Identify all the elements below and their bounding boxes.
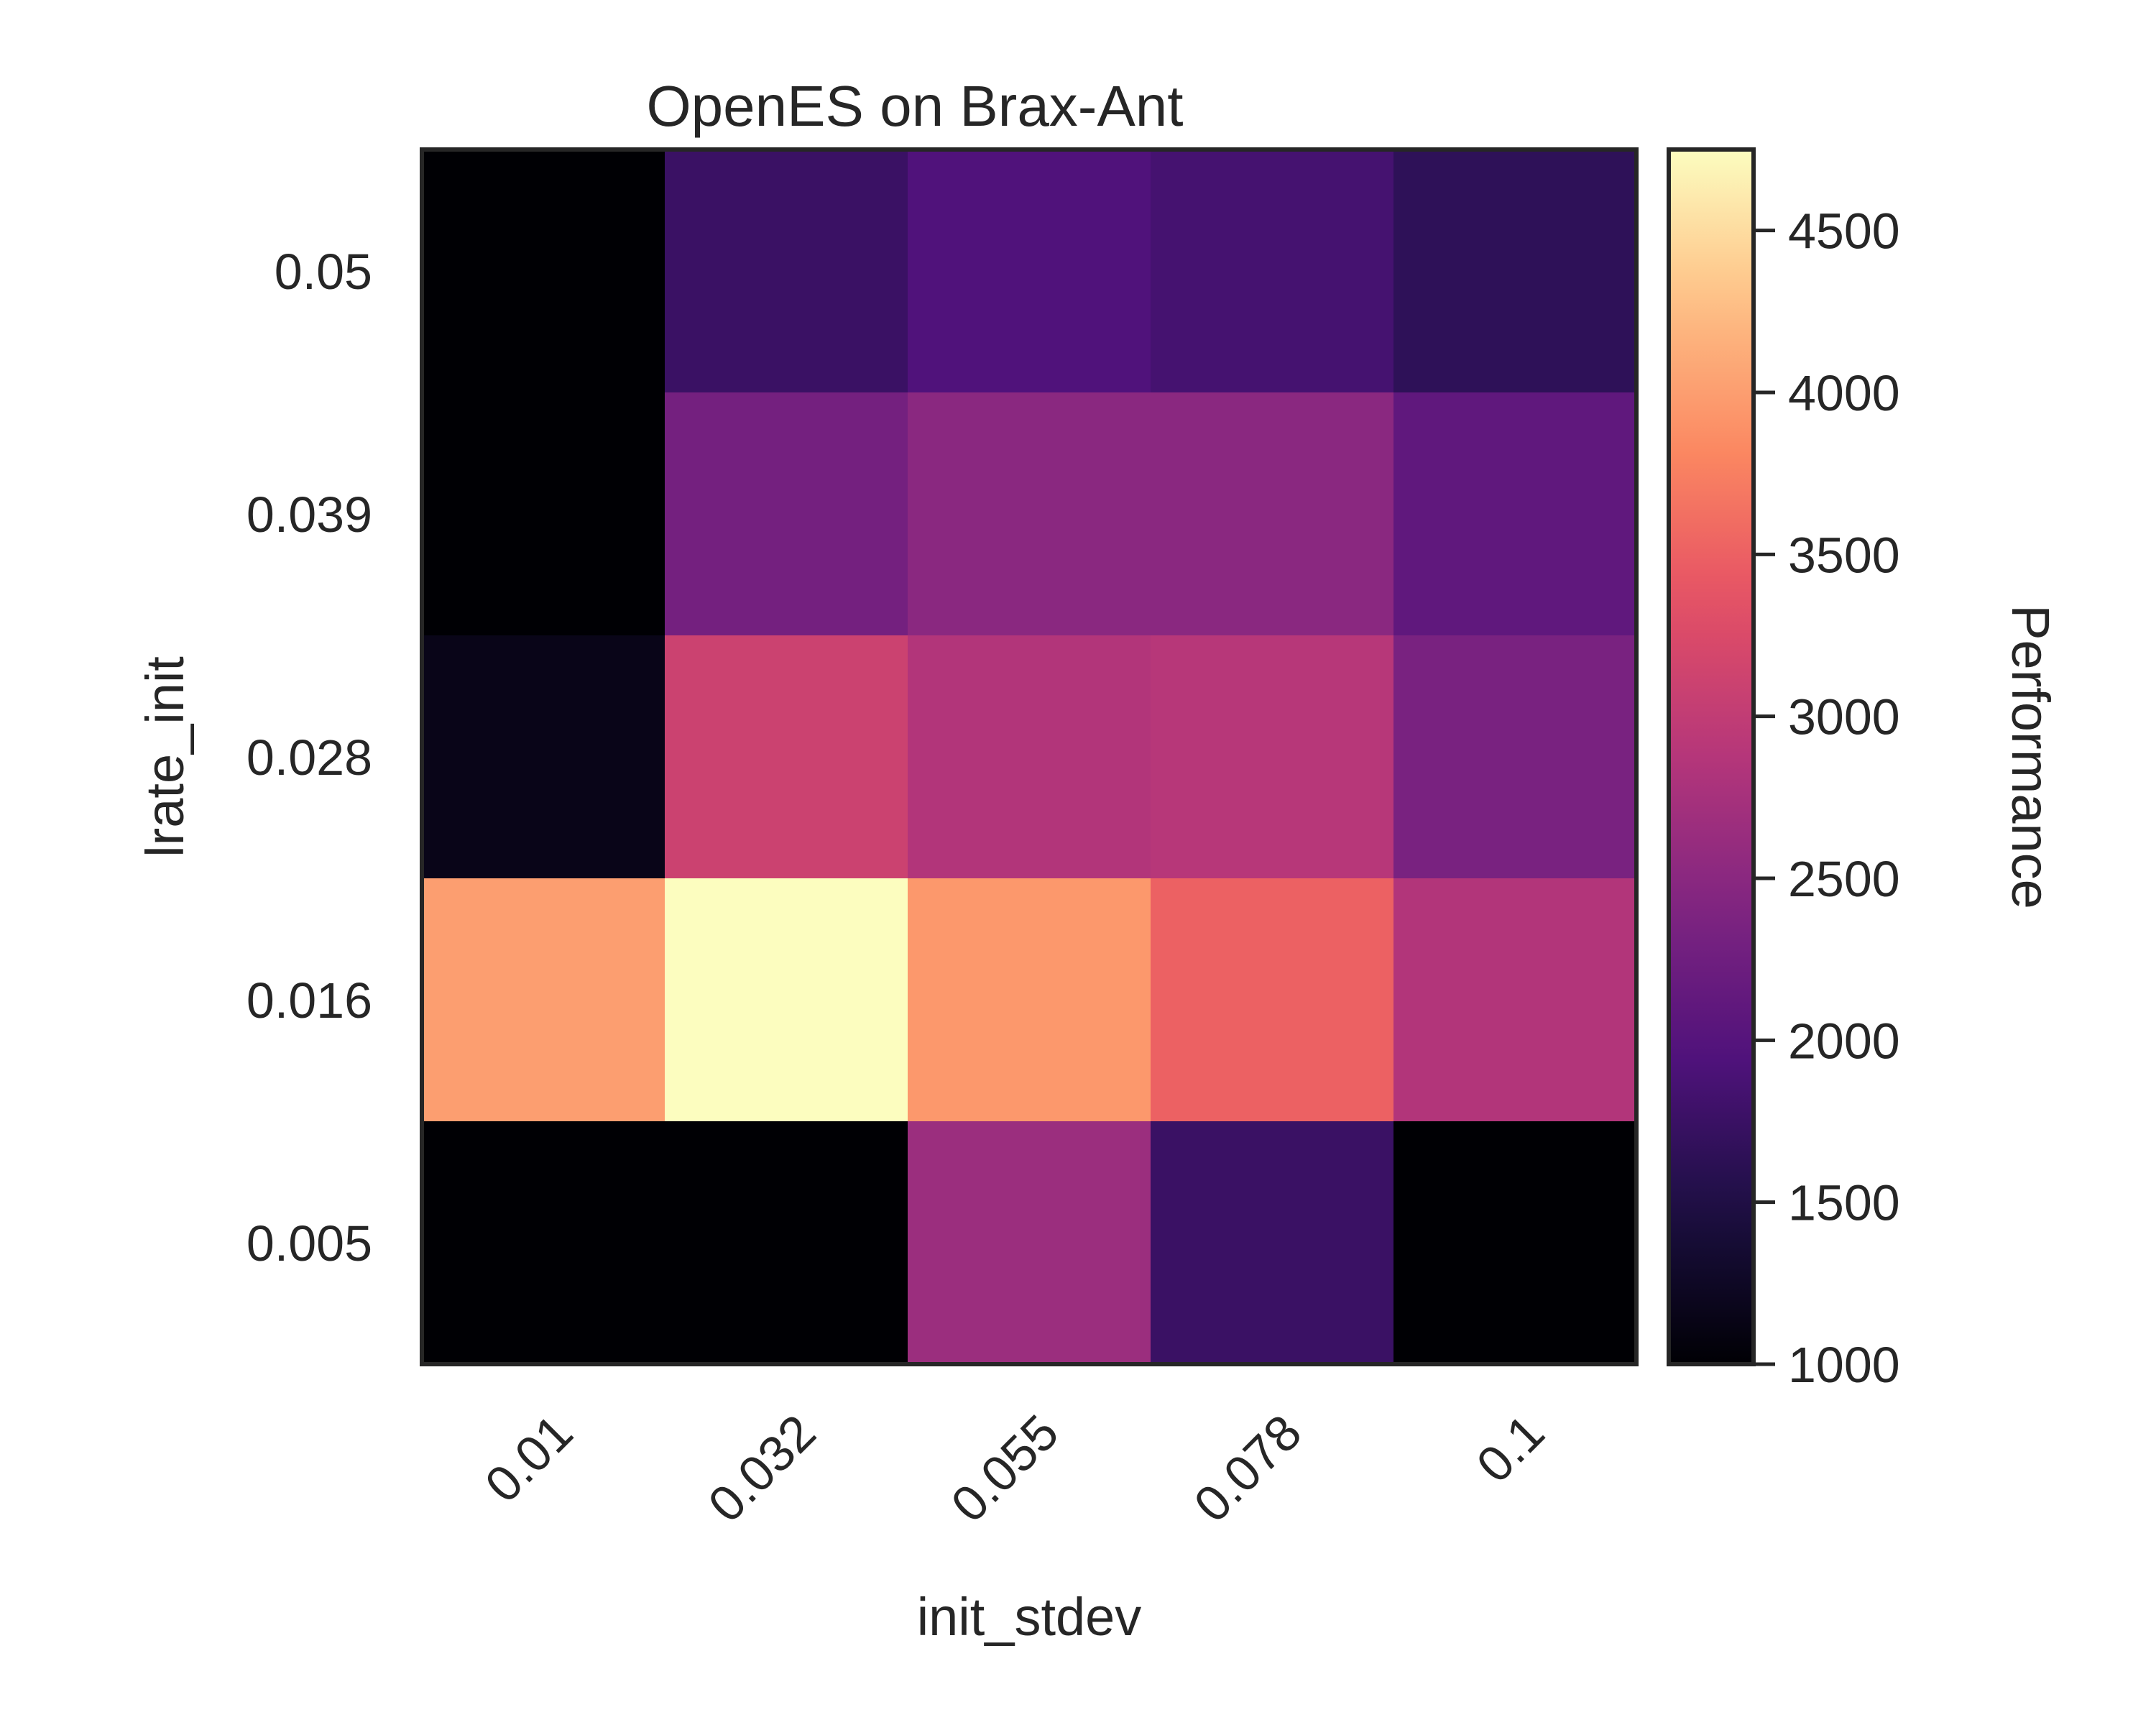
colorbar-tick-label: 4000: [1788, 365, 1900, 421]
heatmap-cell: [422, 150, 665, 393]
y-tick-label: 0.005: [247, 1215, 372, 1271]
x-tick-label: 0.055: [941, 1404, 1069, 1532]
colorbar-label: Performance: [2001, 604, 2060, 909]
x-tick-label: 0.01: [474, 1404, 583, 1512]
heatmap-cell: [908, 878, 1151, 1122]
heatmap-cell: [665, 392, 908, 636]
heatmap-cell: [422, 1121, 665, 1365]
plot-frame: [420, 147, 1639, 1366]
heatmap-cell: [908, 1121, 1151, 1365]
heatmap-cell: [1393, 635, 1637, 879]
y-tick-labels: 0.05 0.039 0.028 0.016 0.005: [247, 244, 372, 1271]
y-tick-label: 0.016: [247, 972, 372, 1029]
heatmap-cell: [422, 635, 665, 879]
colorbar: [1667, 147, 1756, 1366]
y-tick-label: 0.028: [247, 730, 372, 786]
heatmap-cell: [665, 150, 908, 393]
x-tick-label: 0.078: [1184, 1404, 1312, 1532]
heatmap-cell: [665, 635, 908, 879]
colorbar-tick-label: 3500: [1788, 527, 1900, 583]
heatmap-cell: [665, 878, 908, 1122]
x-tick-label: 0.032: [698, 1404, 826, 1532]
heatmap-cell: [1393, 878, 1637, 1122]
x-tick-labels: 0.01 0.032 0.055 0.078 0.1: [474, 1404, 1554, 1532]
heatmap-cell: [1151, 392, 1394, 636]
chart-title: OpenES on Brax-Ant: [646, 74, 1183, 138]
x-axis-label: init_stdev: [917, 1587, 1142, 1647]
heatmap-cell: [908, 392, 1151, 636]
heatmap-cell: [1151, 1121, 1394, 1365]
y-axis-label: lrate_init: [135, 656, 195, 857]
heatmap-cell: [665, 1121, 908, 1365]
heatmap-cell: [1393, 1121, 1637, 1365]
heatmap-cell: [422, 878, 665, 1122]
heatmap-cell: [908, 635, 1151, 879]
heatmap-cell: [1151, 150, 1394, 393]
heatmap-cell: [1393, 392, 1637, 636]
heatmap-cell: [1151, 878, 1394, 1122]
colorbar-tick-label: 2000: [1788, 1013, 1900, 1069]
heatmap-cell: [422, 392, 665, 636]
y-tick-label: 0.039: [247, 487, 372, 543]
colorbar-tick-label: 1000: [1788, 1337, 1900, 1393]
heatmap-cell: [908, 150, 1151, 393]
y-tick-label: 0.05: [275, 244, 372, 300]
heatmap-cell: [1151, 635, 1394, 879]
heatmap-cells: [422, 150, 1637, 1365]
colorbar-ticks: 1000 1500 2000 2500 3000 3500 4000 4500: [1754, 203, 1900, 1393]
colorbar-tick-label: 2500: [1788, 851, 1900, 907]
colorbar-tick-label: 1500: [1788, 1175, 1900, 1231]
colorbar-tick-label: 4500: [1788, 203, 1900, 259]
x-tick-label: 0.1: [1466, 1404, 1555, 1493]
colorbar-tick-label: 3000: [1788, 689, 1900, 745]
heatmap-cell: [1393, 150, 1637, 393]
